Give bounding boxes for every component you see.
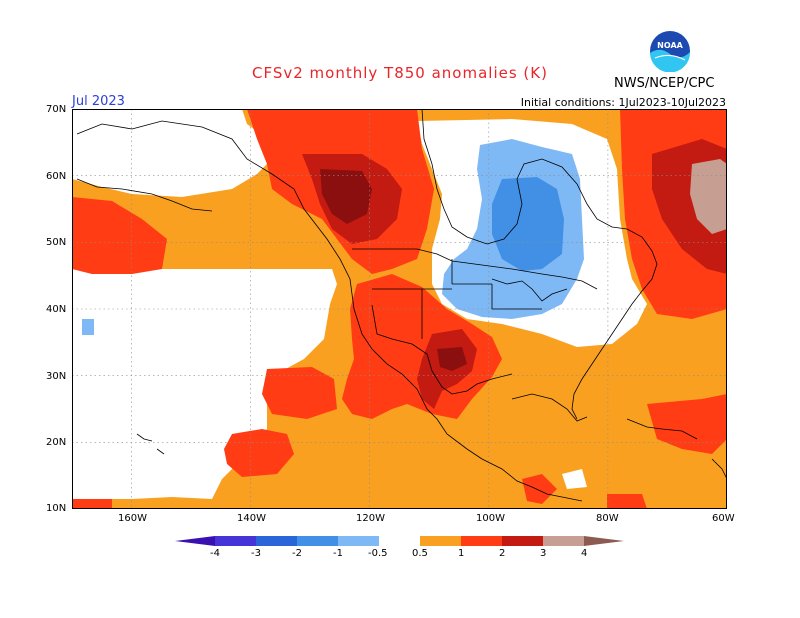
colorbar-label-minus0p5: -0.5 xyxy=(368,548,388,559)
colorbar-minus1-minus0p5 xyxy=(338,536,379,546)
colorbar-label-minus3: -3 xyxy=(251,548,261,559)
agency-label: NWS/NCEP/CPC xyxy=(614,76,715,91)
colorbar-label-4: 4 xyxy=(581,548,588,559)
colorbar-2-3 xyxy=(502,536,543,546)
colorbar-0p5-1 xyxy=(420,536,461,546)
colorbar xyxy=(175,536,624,546)
lat-label-50n: 50N xyxy=(46,237,67,248)
colorbar-label-0p5: 0.5 xyxy=(412,548,428,559)
lat-label-70n: 70N xyxy=(46,104,67,115)
colorbar-label-3: 3 xyxy=(540,548,547,559)
colorbar-label-minus4: -4 xyxy=(210,548,220,559)
lon-label-80w: 80W xyxy=(596,513,619,524)
colorbar-label-minus1: -1 xyxy=(333,548,343,559)
colorbar-minus4-minus3 xyxy=(215,536,256,546)
colorbar-gt-4 xyxy=(584,536,624,546)
colorbar-label-minus2: -2 xyxy=(292,548,302,559)
lat-label-10n: 10N xyxy=(46,503,67,514)
colorbar-minus3-minus2 xyxy=(256,536,297,546)
initial-conditions: Initial conditions: 1Jul2023-10Jul2023 xyxy=(520,96,726,109)
colorbar-label-1: 1 xyxy=(458,548,465,559)
lon-label-100w: 100W xyxy=(476,513,505,524)
lat-label-40n: 40N xyxy=(46,304,67,315)
lon-label-160w: 160W xyxy=(118,513,147,524)
lon-label-140w: 140W xyxy=(237,513,266,524)
anomaly-map xyxy=(72,109,727,509)
colorbar-label-2: 2 xyxy=(499,548,506,559)
colorbar-minus2-minus1 xyxy=(297,536,338,546)
lon-label-60w: 60W xyxy=(712,513,735,524)
colorbar-neutral xyxy=(379,536,420,546)
lat-label-60n: 60N xyxy=(46,171,67,182)
lon-label-120w: 120W xyxy=(356,513,385,524)
noaa-logo: NOAA xyxy=(649,30,691,76)
lat-label-20n: 20N xyxy=(46,437,67,448)
colorbar-1-2 xyxy=(461,536,502,546)
logo-text: NOAA xyxy=(657,41,683,50)
lat-label-30n: 30N xyxy=(46,371,67,382)
colorbar-lt-minus4 xyxy=(175,536,215,546)
forecast-month: Jul 2023 xyxy=(72,94,125,109)
map-title: CFSv2 monthly T850 anomalies (K) xyxy=(252,64,548,82)
colorbar-3-4 xyxy=(543,536,584,546)
